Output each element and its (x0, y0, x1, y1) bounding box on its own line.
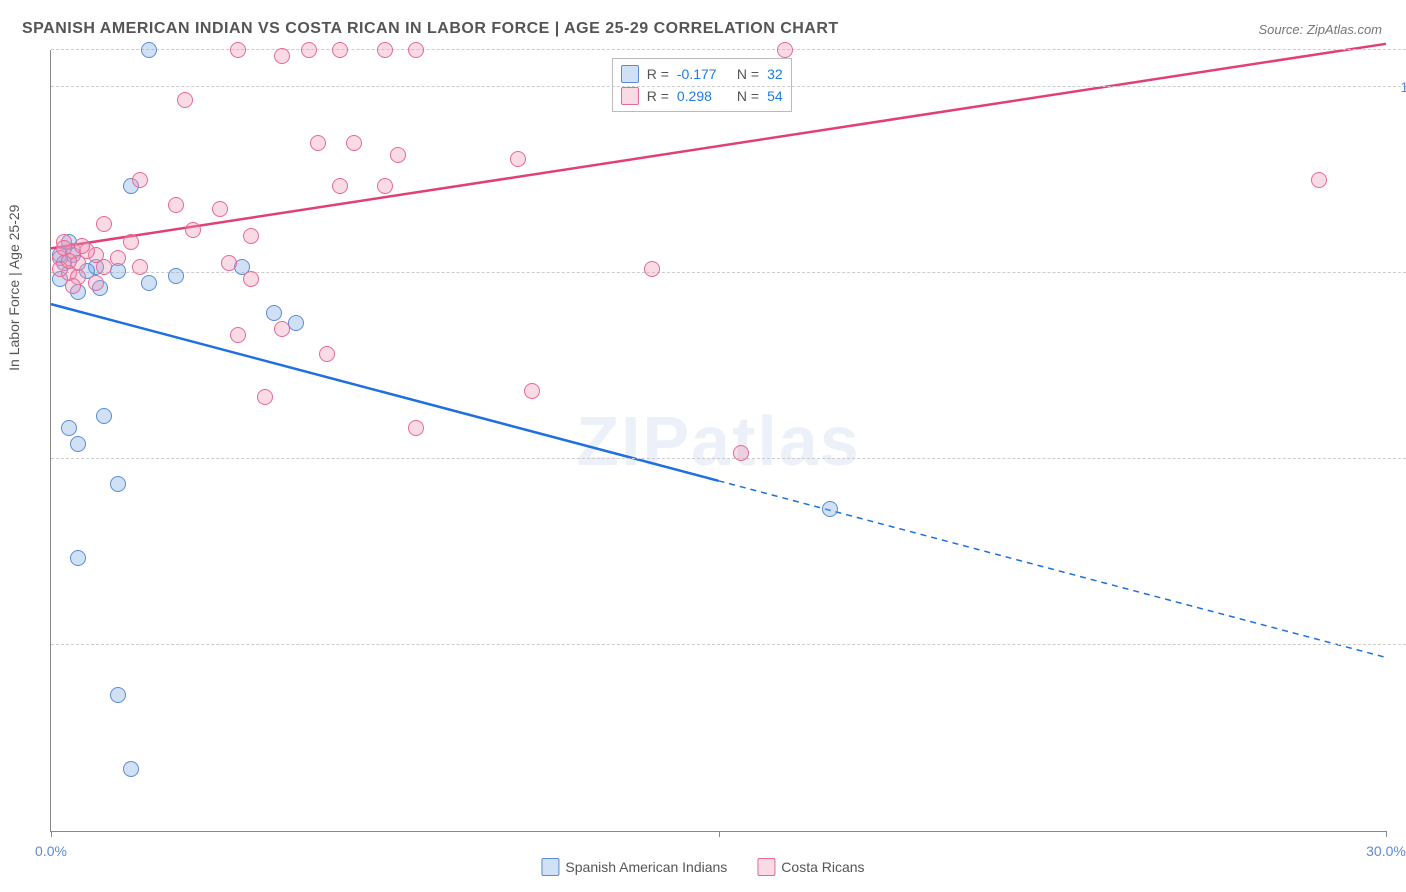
scatter-point (221, 255, 237, 271)
y-tick-label: 100.0% (1401, 79, 1406, 95)
scatter-point (274, 321, 290, 337)
stats-row: R = -0.177 N = 32 (621, 63, 783, 85)
scatter-point (177, 92, 193, 108)
n-label: N = (737, 66, 759, 82)
scatter-point (332, 42, 348, 58)
scatter-point (822, 501, 838, 517)
scatter-point (96, 216, 112, 232)
legend-item: Costa Ricans (757, 858, 864, 876)
scatter-point (1311, 172, 1327, 188)
r-label: R = (647, 88, 669, 104)
r-value: -0.177 (677, 66, 729, 82)
scatter-point (74, 238, 90, 254)
scatter-point (377, 178, 393, 194)
scatter-point (141, 275, 157, 291)
scatter-point (408, 42, 424, 58)
scatter-point (301, 42, 317, 58)
legend-swatch (541, 858, 559, 876)
legend-swatch (757, 858, 775, 876)
n-label: N = (737, 88, 759, 104)
scatter-point (110, 250, 126, 266)
legend-label: Costa Ricans (781, 859, 864, 875)
scatter-point (110, 687, 126, 703)
scatter-point (110, 476, 126, 492)
x-tick (51, 831, 52, 837)
scatter-point (274, 48, 290, 64)
n-value: 54 (767, 88, 783, 104)
scatter-point (70, 436, 86, 452)
x-tick-label: 0.0% (35, 843, 67, 859)
chart-plot-area: ZIPatlas R =-0.177N =32R =0.298N =54 55.… (50, 50, 1386, 832)
y-axis-label: In Labor Force | Age 25-29 (6, 205, 22, 371)
scatter-point (168, 268, 184, 284)
scatter-point (390, 147, 406, 163)
trend-lines-layer (51, 50, 1386, 831)
scatter-point (141, 42, 157, 58)
scatter-point (70, 550, 86, 566)
gridline (51, 644, 1406, 645)
scatter-point (123, 234, 139, 250)
scatter-point (61, 253, 77, 269)
x-tick-label: 30.0% (1366, 843, 1406, 859)
scatter-point (96, 408, 112, 424)
gridline (51, 86, 1406, 87)
scatter-point (88, 275, 104, 291)
scatter-point (123, 761, 139, 777)
scatter-point (65, 278, 81, 294)
scatter-point (243, 271, 259, 287)
scatter-point (346, 135, 362, 151)
scatter-point (61, 420, 77, 436)
legend: Spanish American Indians Costa Ricans (541, 858, 864, 876)
chart-title: SPANISH AMERICAN INDIAN VS COSTA RICAN I… (22, 20, 839, 38)
x-tick (1386, 831, 1387, 837)
gridline (51, 458, 1406, 459)
scatter-point (777, 42, 793, 58)
scatter-point (408, 420, 424, 436)
scatter-point (185, 222, 201, 238)
scatter-point (132, 172, 148, 188)
scatter-point (230, 42, 246, 58)
scatter-point (212, 201, 228, 217)
source-label: Source: ZipAtlas.com (1258, 22, 1382, 37)
series-swatch (621, 65, 639, 83)
scatter-point (310, 135, 326, 151)
gridline (51, 49, 1406, 50)
scatter-point (332, 178, 348, 194)
r-value: 0.298 (677, 88, 729, 104)
legend-item: Spanish American Indians (541, 858, 727, 876)
scatter-point (733, 445, 749, 461)
correlation-stats-box: R = -0.177 N = 32 R = 0.298 N = 54 (612, 58, 792, 112)
scatter-point (132, 259, 148, 275)
scatter-point (510, 151, 526, 167)
r-label: R = (647, 66, 669, 82)
x-tick (719, 831, 720, 837)
scatter-point (230, 327, 246, 343)
legend-label: Spanish American Indians (565, 859, 727, 875)
scatter-point (644, 261, 660, 277)
n-value: 32 (767, 66, 783, 82)
scatter-point (524, 383, 540, 399)
series-swatch (621, 87, 639, 105)
scatter-point (257, 389, 273, 405)
scatter-point (319, 346, 335, 362)
stats-row: R = 0.298 N = 54 (621, 85, 783, 107)
scatter-point (243, 228, 259, 244)
scatter-point (168, 197, 184, 213)
scatter-point (266, 305, 282, 321)
scatter-point (377, 42, 393, 58)
